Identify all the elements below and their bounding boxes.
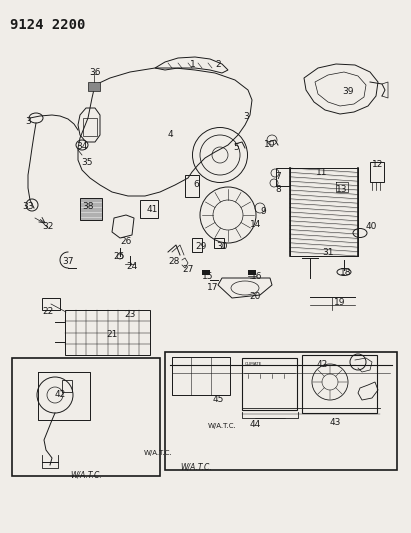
Text: W/A.T.C.: W/A.T.C. bbox=[70, 470, 102, 479]
Text: 24: 24 bbox=[126, 262, 138, 271]
Text: CLIMATE: CLIMATE bbox=[245, 362, 262, 366]
Text: 31: 31 bbox=[322, 248, 334, 257]
Bar bbox=[290, 168, 358, 256]
Text: 33: 33 bbox=[22, 202, 34, 211]
Text: W/A.T.C.: W/A.T.C. bbox=[143, 450, 172, 456]
Text: 41: 41 bbox=[146, 205, 158, 214]
Text: 16: 16 bbox=[251, 272, 263, 281]
Text: 13: 13 bbox=[336, 185, 348, 194]
Text: 20: 20 bbox=[249, 292, 261, 301]
Text: 42: 42 bbox=[54, 390, 66, 399]
Text: 3: 3 bbox=[243, 112, 249, 121]
Text: 18: 18 bbox=[340, 268, 352, 277]
Text: 22: 22 bbox=[42, 307, 53, 316]
Text: 14: 14 bbox=[250, 220, 262, 229]
Text: 38: 38 bbox=[82, 202, 94, 211]
Text: 8: 8 bbox=[275, 185, 281, 194]
Bar bbox=[62, 380, 72, 392]
Text: 39: 39 bbox=[342, 87, 354, 96]
Text: 12: 12 bbox=[372, 160, 384, 169]
Text: 17: 17 bbox=[207, 283, 219, 292]
Text: 43: 43 bbox=[329, 418, 341, 427]
Text: 10: 10 bbox=[264, 140, 276, 149]
Bar bbox=[42, 298, 60, 310]
Text: W/A.T.C.: W/A.T.C. bbox=[208, 423, 236, 429]
Text: 32: 32 bbox=[42, 222, 54, 231]
Bar bbox=[83, 118, 97, 136]
Text: 2: 2 bbox=[215, 60, 221, 69]
Text: 29: 29 bbox=[195, 242, 207, 251]
Bar bbox=[202, 270, 210, 275]
Text: 28: 28 bbox=[169, 257, 180, 266]
Bar bbox=[242, 358, 297, 410]
Text: 42: 42 bbox=[316, 360, 328, 369]
Bar bbox=[165, 352, 397, 470]
Text: 21: 21 bbox=[106, 330, 118, 339]
Text: 23: 23 bbox=[124, 310, 136, 319]
Text: 27: 27 bbox=[182, 265, 194, 274]
Text: 6: 6 bbox=[193, 180, 199, 189]
Text: 9124 2200: 9124 2200 bbox=[10, 18, 85, 32]
Text: 25: 25 bbox=[113, 252, 125, 261]
Text: 9: 9 bbox=[260, 207, 266, 216]
Bar bbox=[12, 358, 160, 476]
Bar bbox=[370, 162, 384, 182]
Text: 30: 30 bbox=[216, 242, 228, 251]
Bar bbox=[172, 357, 230, 395]
Text: 35: 35 bbox=[81, 158, 93, 167]
Bar bbox=[276, 168, 290, 186]
Bar bbox=[88, 82, 100, 91]
Text: 37: 37 bbox=[62, 257, 74, 266]
Text: 15: 15 bbox=[202, 272, 214, 281]
Text: W/A.T.C.: W/A.T.C. bbox=[180, 462, 212, 471]
Bar bbox=[65, 310, 150, 355]
Bar bbox=[248, 270, 256, 275]
Text: 36: 36 bbox=[89, 68, 101, 77]
Text: 3: 3 bbox=[25, 117, 31, 126]
Text: 11: 11 bbox=[316, 168, 328, 177]
Bar bbox=[302, 355, 377, 413]
Text: 34: 34 bbox=[76, 142, 88, 151]
Bar bbox=[192, 238, 202, 252]
Bar bbox=[140, 200, 158, 218]
Bar bbox=[214, 238, 224, 248]
Bar bbox=[80, 198, 102, 220]
Text: 44: 44 bbox=[249, 420, 261, 429]
Text: 4: 4 bbox=[167, 130, 173, 139]
Text: 26: 26 bbox=[120, 237, 132, 246]
Text: 40: 40 bbox=[365, 222, 377, 231]
Bar bbox=[185, 175, 199, 197]
Text: 45: 45 bbox=[212, 395, 224, 404]
Text: 5: 5 bbox=[233, 143, 239, 152]
Text: 7: 7 bbox=[275, 172, 281, 181]
Text: 19: 19 bbox=[334, 298, 346, 307]
Text: 1: 1 bbox=[190, 60, 196, 69]
